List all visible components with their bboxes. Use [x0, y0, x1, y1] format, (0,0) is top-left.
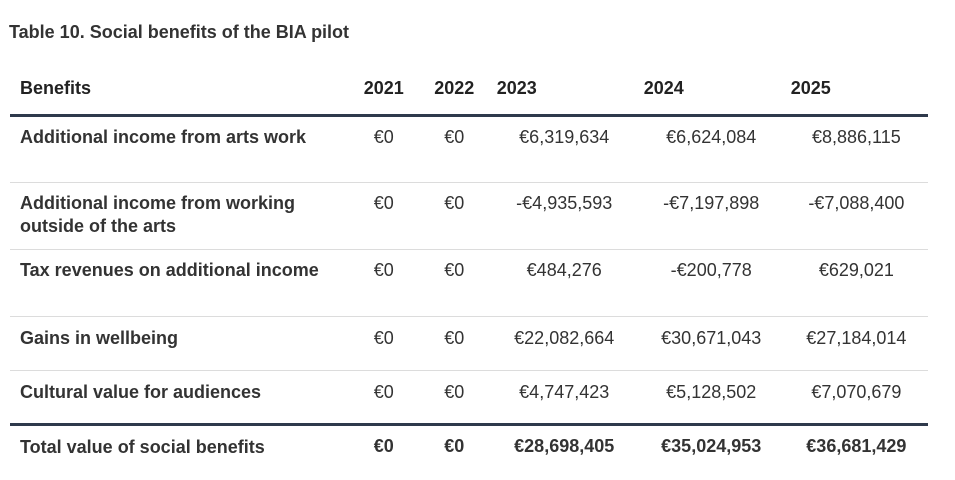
cell-2024: -€7,197,898 [663, 193, 760, 213]
cell-2025: €7,070,679 [811, 382, 902, 402]
cell-2022: €0 [444, 436, 465, 456]
social-benefits-table: Benefits 2021 2022 2023 2024 2025 Additi… [10, 62, 928, 471]
row-label: Additional income from arts work [20, 127, 307, 147]
cell-2022: €0 [444, 328, 465, 348]
cell-2025: €27,184,014 [806, 328, 907, 348]
cell-2021: €0 [373, 436, 394, 456]
row-label: Cultural value for audiences [20, 382, 262, 402]
cell-2024: €30,671,043 [661, 328, 762, 348]
cell-2025: €36,681,429 [806, 436, 907, 456]
cell-2021: €0 [373, 193, 394, 213]
row-label: Additional income from working outside o… [20, 193, 296, 236]
cell-2025: €629,021 [818, 260, 894, 280]
cell-2021: €0 [373, 382, 394, 402]
col-header-benefits: Benefits [20, 77, 92, 98]
table-row: Additional income from arts work €0 €0 €6,3… [10, 116, 928, 183]
cell-2021: €0 [373, 328, 394, 348]
cell-2021: €0 [373, 260, 394, 280]
cell-2023: €484,276 [526, 260, 602, 280]
cell-2023: €4,747,423 [519, 382, 610, 402]
col-header-2025: 2025 [790, 77, 831, 98]
cell-2025: -€7,088,400 [808, 193, 905, 213]
cell-2024: €35,024,953 [661, 436, 762, 456]
col-header-2022: 2022 [434, 77, 475, 98]
table-row: Gains in wellbeing €0 €0 €22,082,664 €30,671… [10, 317, 928, 371]
col-header-2023: 2023 [496, 77, 537, 98]
cell-2022: €0 [444, 260, 465, 280]
cell-2022: €0 [444, 193, 465, 213]
table-row: Additional income from working outside o… [10, 183, 928, 250]
col-header-2024: 2024 [643, 77, 684, 98]
cell-2025: €8,886,115 [811, 127, 901, 147]
row-label: Tax revenues on additional income [20, 260, 319, 280]
row-label: Gains in wellbeing [20, 328, 179, 348]
cell-2022: €0 [444, 382, 465, 402]
row-label: Total value of social benefits [20, 437, 265, 457]
cell-2023: €6,319,634 [519, 127, 610, 147]
table-row: Tax revenues on additional income €0 €0 €48… [10, 250, 928, 317]
cell-2023: -€4,935,593 [516, 193, 613, 213]
total-row: Total value of social benefits €0 €0 €28… [10, 425, 928, 471]
col-header-2021: 2021 [363, 77, 404, 98]
cell-2024: €5,128,502 [666, 382, 757, 402]
cell-2024: €6,624,084 [666, 127, 757, 147]
table-title: Table 10. Social benefits of the BIA pil… [9, 22, 350, 42]
cell-2023: €28,698,405 [514, 436, 615, 456]
header-row: Benefits 2021 2022 2023 2024 2025 [10, 62, 928, 116]
cell-2021: €0 [373, 127, 394, 147]
table-row: Cultural value for audiences €0 €0 €4,747,4… [10, 371, 928, 425]
cell-2023: €22,082,664 [514, 328, 615, 348]
cell-2024: -€200,778 [670, 260, 752, 280]
cell-2022: €0 [444, 127, 465, 147]
